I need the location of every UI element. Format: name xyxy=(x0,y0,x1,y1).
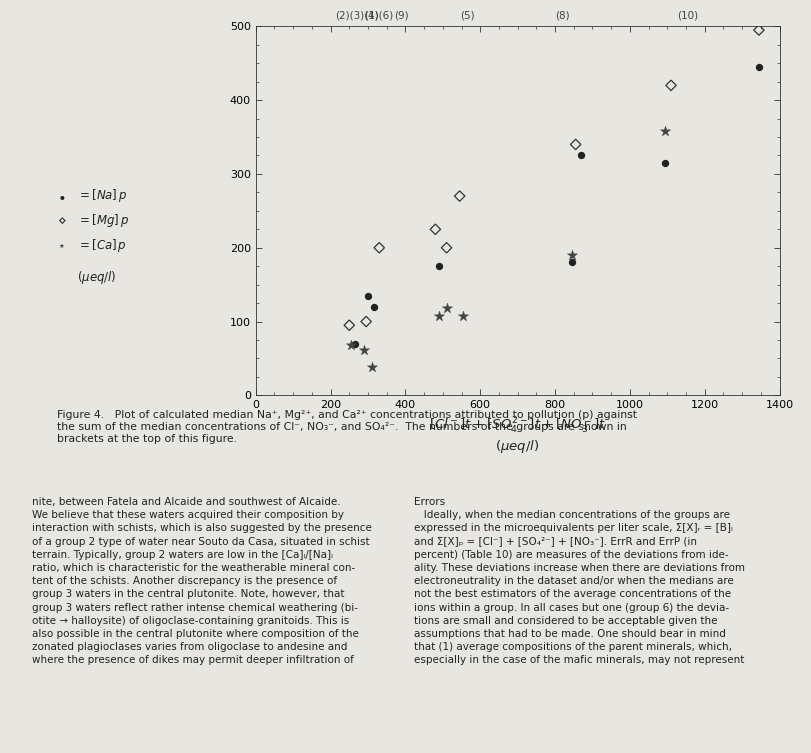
X-axis label: $[Cl^-]t + [SO_4^{2-}]t + [NO_3^-]t$
$(\mu eq/l)$: $[Cl^-]t + [SO_4^{2-}]t + [NO_3^-]t$ $(\… xyxy=(428,416,606,456)
Text: $\bullet$: $\bullet$ xyxy=(57,189,65,203)
Text: $(\mu eq/l)$: $(\mu eq/l)$ xyxy=(77,269,117,285)
Point xyxy=(569,139,581,151)
Point xyxy=(564,257,577,269)
Point xyxy=(359,316,372,328)
Text: (4)(6): (4)(6) xyxy=(364,11,393,20)
Point xyxy=(453,190,466,202)
Point xyxy=(752,61,765,73)
Text: (8): (8) xyxy=(555,11,569,20)
Text: $\diamond$: $\diamond$ xyxy=(57,214,67,227)
Text: $= [Na]\,p$: $= [Na]\,p$ xyxy=(77,187,127,204)
Point xyxy=(440,302,453,314)
Text: Figure 4.   Plot of calculated median Na⁺, Mg²⁺, and Ca²⁺ concentrations attribu: Figure 4. Plot of calculated median Na⁺,… xyxy=(57,410,636,444)
Text: (2)(3)(1): (2)(3)(1) xyxy=(334,11,378,20)
Point xyxy=(365,361,378,373)
Text: (9): (9) xyxy=(394,11,409,20)
Point xyxy=(457,309,470,322)
Text: nite, between Fatela and Alcaide and southwest of Alcaide.
We believe that these: nite, between Fatela and Alcaide and sou… xyxy=(32,497,372,666)
Point xyxy=(361,290,374,302)
Text: (10): (10) xyxy=(676,11,697,20)
Point xyxy=(432,309,445,322)
Point xyxy=(440,242,453,254)
Point xyxy=(344,339,357,351)
Point xyxy=(658,125,671,137)
Point xyxy=(663,79,676,91)
Text: $= [Mg]\,p$: $= [Mg]\,p$ xyxy=(77,212,129,229)
Point xyxy=(358,343,371,355)
Text: $\star$: $\star$ xyxy=(57,239,65,252)
Point xyxy=(342,319,355,331)
Point xyxy=(574,150,587,162)
Point xyxy=(428,224,441,236)
Point xyxy=(367,300,380,312)
Point xyxy=(658,157,671,169)
Point xyxy=(564,249,577,261)
Point xyxy=(372,242,385,254)
Text: $= [Ca]\,p$: $= [Ca]\,p$ xyxy=(77,237,127,254)
Point xyxy=(348,337,361,349)
Text: Errors
   Ideally, when the median concentrations of the groups are
expressed in: Errors Ideally, when the median concentr… xyxy=(414,497,744,666)
Point xyxy=(432,261,445,273)
Point xyxy=(752,24,765,36)
Text: (5): (5) xyxy=(459,11,474,20)
